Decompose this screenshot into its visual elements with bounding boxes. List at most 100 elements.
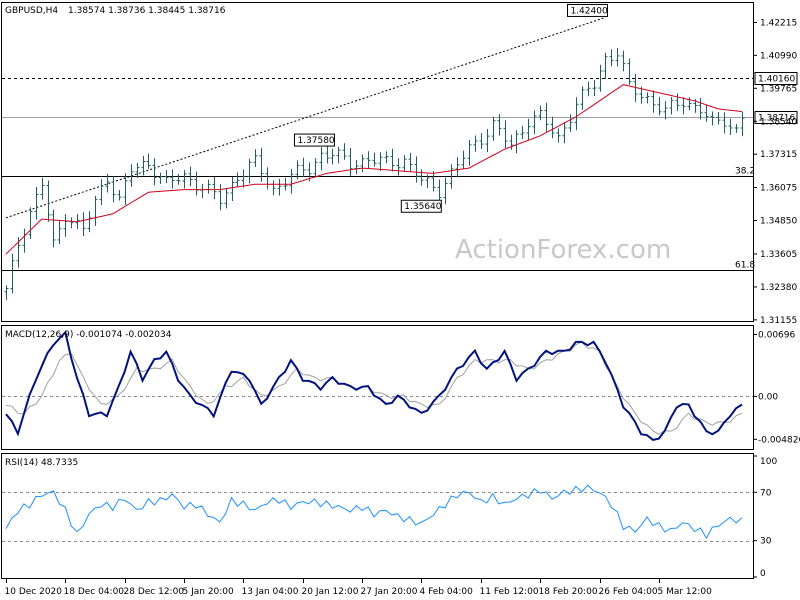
fib-label: 38.2	[735, 167, 755, 177]
price-bar	[455, 157, 460, 177]
price-tag-current: 1.38716	[758, 114, 795, 124]
price-bar	[141, 155, 146, 176]
price-bar	[396, 158, 401, 176]
x-tick-label: 20 Jan 12:00	[302, 587, 359, 597]
price-bar	[497, 114, 502, 136]
price-bar	[485, 128, 490, 153]
price-bar	[526, 118, 531, 140]
price-bar	[57, 220, 62, 245]
price-bar	[111, 176, 116, 203]
price-bar	[40, 177, 45, 200]
price-bar	[467, 139, 472, 166]
macd-tick-label: 0.00	[758, 392, 778, 402]
macd-tick-label: -0.004826	[758, 435, 800, 445]
price-bar	[592, 79, 597, 96]
main-pane	[1, 2, 754, 322]
price-bar	[520, 125, 525, 140]
price-bar	[491, 116, 496, 141]
price-bar	[10, 253, 15, 294]
moving-average-line	[5, 84, 743, 255]
price-bar	[580, 86, 585, 110]
price-annotation-box	[400, 199, 442, 213]
price-bar	[129, 164, 134, 187]
price-bar	[105, 173, 110, 193]
price-bar	[675, 93, 680, 111]
price-bar	[99, 179, 104, 206]
price-tag-resistance: 1.40160	[758, 75, 795, 85]
price-bar	[669, 97, 674, 115]
price-bar	[295, 160, 300, 180]
price-bar	[247, 158, 252, 184]
price-bar	[544, 102, 549, 133]
watermark: ActionForex.com	[455, 235, 671, 265]
price-bar	[627, 58, 632, 85]
price-bar	[319, 147, 324, 171]
price-bar	[568, 114, 573, 132]
fib-label: 61.8	[735, 261, 755, 271]
price-bar	[4, 285, 9, 300]
price-bar	[146, 153, 151, 169]
rsi-tick-label: 0	[760, 569, 766, 579]
price-bar	[740, 111, 745, 137]
price-bar	[348, 148, 353, 177]
macd-title: MACD(12,26,9) -0.001074 -0.002034	[5, 330, 172, 340]
price-bar	[253, 149, 258, 167]
price-bar	[704, 104, 709, 122]
price-bar	[230, 176, 235, 201]
price-bar	[224, 188, 229, 209]
price-bar	[728, 118, 733, 135]
price-bar	[681, 97, 686, 115]
price-bar	[425, 174, 430, 189]
price-bar	[372, 152, 377, 167]
price-tag-box	[754, 72, 798, 85]
y-tick-label: 1.36075	[760, 184, 797, 194]
rsi-line	[5, 484, 743, 540]
price-bar	[509, 134, 514, 150]
price-bar	[378, 152, 383, 172]
price-bar	[615, 48, 620, 67]
price-bar	[87, 211, 92, 233]
price-bar	[651, 90, 656, 113]
ohlc-values: 1.38574 1.38736 1.38445 1.38716	[68, 6, 226, 16]
price-bar	[562, 122, 567, 144]
price-bar	[188, 166, 193, 187]
price-bar	[384, 151, 389, 164]
price-bar	[479, 133, 484, 150]
x-tick-label: 11 Feb 12:00	[480, 587, 539, 597]
price-bar	[241, 169, 246, 188]
price-bar	[663, 101, 668, 120]
y-tick-label: 1.37315	[760, 150, 797, 160]
price-bar	[645, 92, 650, 104]
price-bar	[170, 169, 175, 189]
price-bar	[473, 135, 478, 152]
price-bar	[609, 49, 614, 67]
y-tick-label: 1.40990	[760, 51, 797, 61]
x-tick-label: 18 Feb 20:00	[539, 587, 598, 597]
y-tick-label: 1.33605	[760, 250, 797, 260]
price-bar	[176, 174, 181, 185]
price-tag-box	[754, 111, 798, 124]
price-bar	[330, 148, 335, 165]
price-bar	[586, 81, 591, 97]
price-bar	[117, 190, 122, 201]
y-tick-label: 1.39765	[760, 84, 797, 94]
price-bar	[51, 209, 56, 248]
macd-signal-line	[5, 341, 743, 435]
price-bar	[532, 110, 537, 135]
trendline	[5, 16, 606, 219]
price-bar	[354, 159, 359, 175]
price-bar	[449, 164, 454, 189]
price-bar	[538, 105, 543, 121]
price-bar	[34, 186, 39, 220]
rsi-tick-label: 100	[760, 457, 777, 467]
price-bar	[414, 156, 419, 183]
price-annotation: 1.37580	[297, 136, 334, 146]
price-bar	[301, 157, 306, 177]
price-bar	[277, 178, 282, 196]
price-bar	[158, 172, 163, 184]
x-tick-label: 28 Dec 12:00	[124, 587, 185, 597]
rsi-title: RSI(14) 48.7335	[5, 458, 78, 468]
price-bar	[218, 184, 223, 211]
macd-tick-label: 0.00696	[758, 330, 795, 340]
